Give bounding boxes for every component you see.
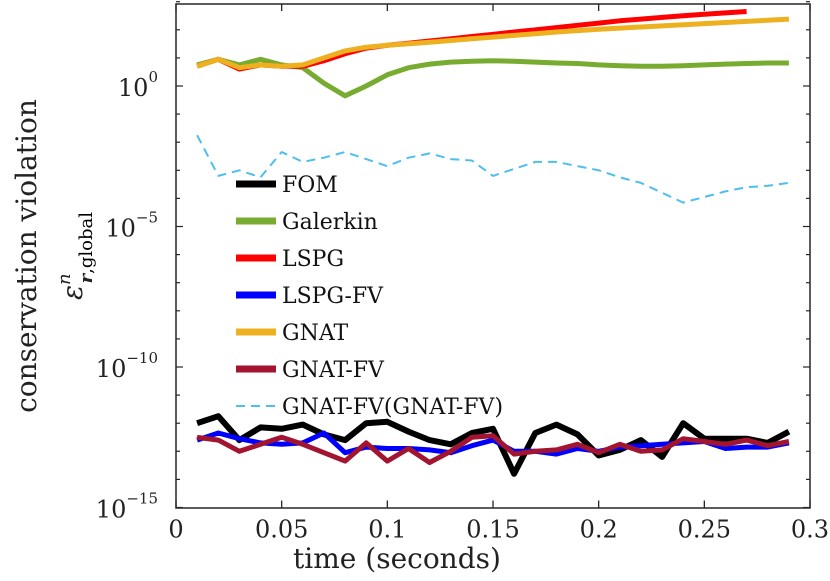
legend-label: GNAT-FV(GNAT-FV) [282, 395, 503, 420]
x-tick-label: 0.05 [255, 516, 308, 544]
legend-label: LSPG [282, 247, 344, 272]
legend-label: Galerkin [282, 210, 378, 235]
y-axis-label-group: conservation violation [10, 99, 43, 413]
x-tick-label: 0.3 [791, 516, 829, 544]
y-tick-label: 10−5 [105, 209, 158, 243]
series-line-fom [196, 413, 791, 477]
y-tick-label: 100 [118, 68, 158, 102]
y-symbol-superscript: n [54, 273, 75, 285]
x-tick-label: 0.2 [580, 516, 618, 544]
y-symbol-subscript-bold: r [76, 272, 97, 283]
y-axis-label: conservation violation [10, 99, 43, 413]
series-layer [196, 9, 791, 477]
y-tick-label: 10−15 [96, 490, 158, 524]
y-symbol-subscript: ,global [76, 212, 97, 274]
series-line-gnat-fv-gnat-fv [196, 134, 790, 204]
legend-label: GNAT [282, 321, 349, 346]
y-tick-label: 10−10 [96, 349, 158, 383]
x-tick-label: 0.1 [368, 516, 406, 544]
y-axis-symbol: εnr,global [54, 212, 97, 300]
x-axis: 0 0.05 0.1 0.15 0.2 0.25 0.3 [168, 4, 829, 544]
series-line-gnat [196, 16, 790, 71]
x-tick-label: 0.15 [466, 516, 519, 544]
x-tick-label: 0.25 [678, 516, 731, 544]
svg-text:εnr,global: εnr,global [54, 212, 97, 300]
plot-area [175, 3, 811, 509]
series-line-gnat-fv [196, 433, 790, 465]
legend-label: LSPG-FV [282, 284, 384, 309]
y-axis: 100 10−5 10−10 10−15 [96, 1, 810, 524]
x-tick-label: 0 [168, 516, 183, 544]
legend: FOM Galerkin LSPG LSPG-FV GNAT GNAT-FV GNAT-FV… [236, 173, 503, 420]
y-symbol-base: ε [56, 285, 89, 300]
legend-label: FOM [282, 173, 338, 198]
x-axis-label: time (seconds) [293, 542, 501, 575]
legend-label: GNAT-FV [282, 358, 385, 383]
